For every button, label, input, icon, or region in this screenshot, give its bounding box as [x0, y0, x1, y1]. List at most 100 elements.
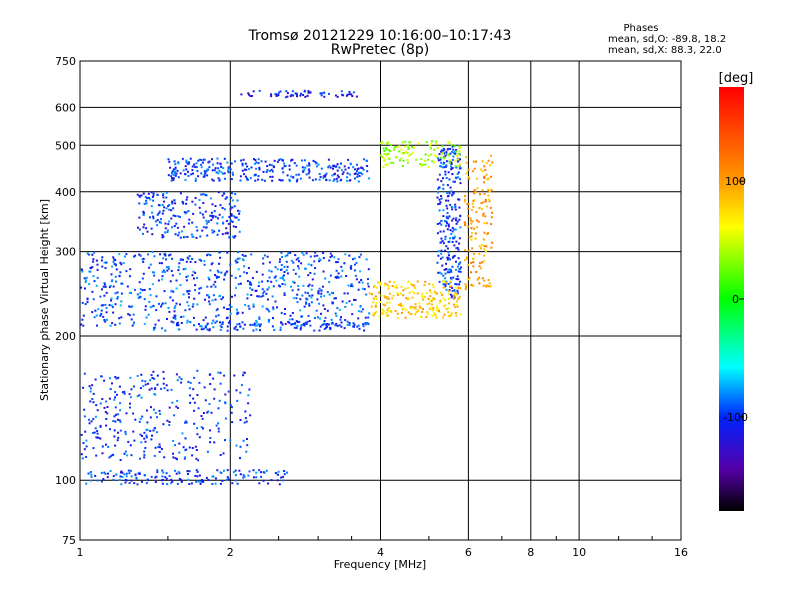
data-point: [153, 271, 156, 274]
data-point: [392, 161, 395, 164]
data-point: [451, 219, 454, 222]
data-point: [201, 161, 204, 164]
data-point: [238, 212, 241, 215]
data-point: [350, 268, 353, 270]
data-point: [357, 324, 360, 327]
data-point: [101, 265, 104, 268]
data-point: [261, 178, 264, 181]
data-point: [413, 307, 416, 310]
data-point: [112, 475, 115, 478]
data-point: [88, 283, 91, 286]
data-point: [227, 167, 230, 170]
data-point: [448, 162, 451, 164]
data-point: [458, 164, 461, 167]
data-point: [331, 302, 334, 305]
data-point: [167, 265, 170, 268]
data-point: [257, 285, 260, 288]
data-point: [143, 223, 146, 226]
data-point: [325, 172, 328, 175]
data-point: [446, 192, 449, 194]
data-point: [318, 178, 321, 181]
data-point: [300, 92, 303, 95]
data-point: [250, 253, 253, 256]
data-point: [400, 152, 403, 155]
data-point: [322, 270, 325, 273]
data-point: [206, 328, 209, 331]
data-point: [228, 216, 231, 218]
data-point: [471, 202, 474, 205]
data-point: [80, 433, 83, 436]
data-point: [197, 459, 200, 462]
data-point: [125, 475, 128, 478]
data-point: [241, 321, 244, 324]
data-point: [451, 236, 454, 239]
data-point: [303, 305, 306, 308]
data-point: [335, 261, 338, 264]
data-point: [293, 323, 296, 326]
data-point: [322, 252, 325, 254]
data-point: [107, 472, 109, 475]
data-point: [183, 236, 185, 239]
data-point: [221, 194, 224, 197]
data-point: [308, 302, 311, 305]
data-point: [284, 165, 287, 167]
data-point: [175, 287, 178, 290]
data-point: [490, 223, 493, 226]
data-point: [200, 159, 203, 161]
data-point: [196, 170, 199, 172]
data-point: [255, 167, 258, 170]
data-point: [281, 256, 284, 258]
data-point: [246, 444, 249, 447]
data-point: [130, 388, 133, 391]
data-point: [269, 175, 272, 178]
data-point: [142, 385, 145, 388]
data-point: [451, 230, 454, 233]
data-point: [365, 293, 368, 296]
data-point: [473, 253, 475, 255]
data-point: [445, 215, 448, 218]
data-point: [162, 193, 165, 195]
data-point: [350, 283, 353, 286]
data-point: [177, 470, 180, 473]
data-point: [383, 284, 386, 287]
data-point: [132, 313, 135, 316]
data-point: [190, 173, 193, 176]
data-point: [261, 288, 264, 291]
data-point: [218, 213, 221, 216]
data-point: [299, 327, 302, 330]
data-point: [359, 270, 362, 273]
data-point: [320, 94, 323, 97]
data-point: [179, 236, 182, 239]
data-point: [258, 89, 261, 92]
data-point: [90, 473, 93, 476]
data-point: [123, 392, 126, 395]
data-point: [438, 209, 441, 212]
data-point: [160, 387, 163, 390]
data-point: [341, 173, 344, 176]
data-point: [483, 222, 486, 225]
data-point: [83, 448, 86, 451]
plot-frame: [79, 60, 682, 541]
data-point: [442, 305, 445, 308]
data-point: [447, 241, 450, 243]
data-point: [147, 253, 150, 256]
data-point: [288, 164, 291, 167]
data-point: [111, 382, 113, 385]
data-point: [346, 172, 349, 175]
data-point: [340, 275, 343, 278]
data-point: [198, 436, 201, 439]
data-point: [443, 313, 446, 316]
data-point: [407, 281, 410, 283]
data-point: [446, 153, 449, 156]
data-point: [105, 311, 108, 314]
data-point: [275, 472, 278, 475]
data-point: [155, 295, 158, 298]
data-point: [237, 268, 240, 271]
data-point: [179, 172, 182, 175]
data-point: [192, 303, 195, 306]
data-point: [450, 293, 452, 296]
data-point: [115, 268, 118, 271]
data-point: [129, 444, 132, 447]
data-point: [88, 270, 91, 273]
data-point: [170, 320, 173, 323]
